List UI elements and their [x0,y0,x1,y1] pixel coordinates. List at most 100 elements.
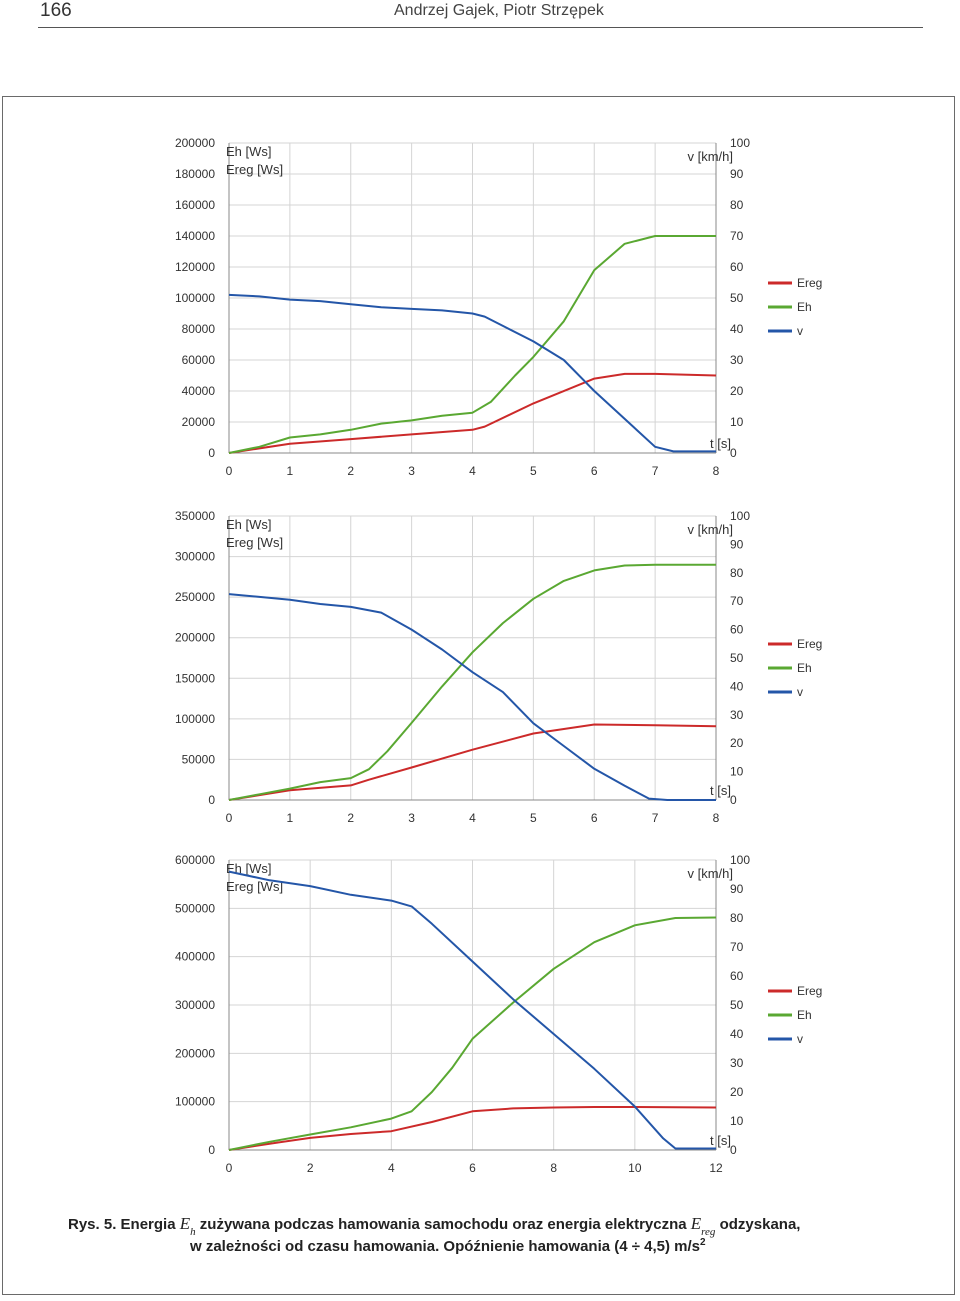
chart2-right-tick-label: 10 [730,765,744,779]
chart1-right-tick-label: 30 [730,353,744,367]
chart3-legend-label-eh: Eh [797,1008,812,1022]
chart2-right-axis-label: v [km/h] [687,522,733,537]
caption-suffix: odzyskana, [715,1216,801,1233]
chart2-left-axis-label-ereg: Ereg [Ws] [226,535,283,550]
chart1-x-tick-label: 2 [347,464,354,478]
chart1-left-axis-label-eh: Eh [Ws] [226,144,272,159]
chart1-x-tick-label: 0 [226,464,233,478]
chart3-series-line-eh [228,916,717,1151]
chart1-right-tick-label: 80 [730,198,744,212]
chart2-right-tick-label: 60 [730,623,744,637]
chart3-left-tick-label: 600000 [175,853,215,867]
chart1-left-tick-label: 180000 [175,167,215,181]
chart2-right-tick-label: 40 [730,679,744,693]
chart1-left-tick-label: 60000 [182,353,216,367]
chart3-right-tick-label: 40 [730,1027,744,1041]
chart3-x-tick-label: 4 [388,1161,395,1175]
chart1-right-tick-label: 60 [730,260,744,274]
chart3-right-tick-label: 100 [730,853,750,867]
caption-prefix: Rys. 5. Energia [68,1216,180,1233]
chart3-right-tick-label: 90 [730,882,744,896]
chart2-left-tick-label: 50000 [182,752,216,766]
chart2-x-tick-label: 0 [226,811,233,825]
chart1-series-line-ereg [228,372,717,454]
chart2-right-tick-label: 100 [730,509,750,523]
figure-caption-line-2: w zależności od czasu hamowania. Opóźnie… [190,1237,960,1255]
chart2-right-tick-label: 90 [730,537,744,551]
chart2-x-axis-label: t [s] [710,783,731,798]
chart3-right-tick-label: 80 [730,911,744,925]
chart3-right-tick-label: 30 [730,1056,744,1070]
chart3-right-tick-label: 60 [730,969,744,983]
chart1-left-tick-label: 120000 [175,260,215,274]
chart2-right-tick-label: 0 [730,793,737,807]
chart3-left-tick-label: 200000 [175,1046,215,1060]
chart1-left-tick-label: 160000 [175,198,215,212]
chart1-x-tick-label: 3 [408,464,415,478]
chart1-right-tick-label: 10 [730,415,744,429]
chart2-right-tick-label: 20 [730,736,744,750]
chart1-left-tick-label: 100000 [175,291,215,305]
caption-line2-text: w zależności od czasu hamowania. Opóźnie… [190,1238,701,1255]
chart3-x-tick-label: 12 [709,1161,723,1175]
chart3-legend-label-ereg: Ereg [797,984,822,998]
chart3-left-axis-label-eh: Eh [Ws] [226,861,272,876]
chart3-legend-label-v: v [797,1032,803,1046]
chart1-right-tick-label: 100 [730,136,750,150]
chart1-right-tick-label: 70 [730,229,744,243]
chart3-series-line-ereg [228,1106,717,1151]
chart3-right-tick-label: 10 [730,1114,744,1128]
chart1-x-tick-label: 7 [652,464,659,478]
chart2-left-tick-label: 200000 [175,631,215,645]
chart3-left-tick-label: 300000 [175,998,215,1012]
chart2-right-tick-label: 70 [730,594,744,608]
chart2-x-tick-label: 4 [469,811,476,825]
chart2-legend-label-ereg: Ereg [797,637,822,651]
chart1-legend-label-v: v [797,324,803,338]
chart1-legend-label-ereg: Ereg [797,276,822,290]
chart3-right-tick-label: 50 [730,998,744,1012]
chart3-x-tick-label: 8 [550,1161,557,1175]
chart3-left-tick-label: 100000 [175,1095,215,1109]
chart2-left-axis-label-eh: Eh [Ws] [226,517,272,532]
chart3-x-tick-label: 6 [469,1161,476,1175]
chart3-left-tick-label: 400000 [175,950,215,964]
chart2-series-line-ereg [228,723,717,801]
chart1-left-tick-label: 0 [208,446,215,460]
chart3-x-tick-label: 0 [226,1161,233,1175]
chart2-series-line-eh [228,563,716,801]
chart1-right-tick-label: 20 [730,384,744,398]
chart1-right-tick-label: 50 [730,291,744,305]
chart3-right-tick-label: 70 [730,940,744,954]
chart2-left-tick-label: 350000 [175,509,215,523]
caption-symbol-ereg-sub: reg [701,1226,716,1238]
chart2-x-tick-label: 7 [652,811,659,825]
chart3-left-tick-label: 500000 [175,901,215,915]
running-header-authors: Andrzej Gajek, Piotr Strzępek [394,2,604,19]
chart3-left-axis-label-ereg: Ereg [Ws] [226,879,283,894]
chart2-left-tick-label: 250000 [175,590,215,604]
chart1-right-tick-label: 90 [730,167,744,181]
figure-frame [2,96,955,1295]
chart1-legend-label-eh: Eh [797,300,812,314]
chart1-x-axis-label: t [s] [710,436,731,451]
chart1-left-tick-label: 20000 [182,415,216,429]
chart2-legend-label-eh: Eh [797,661,812,675]
chart1-x-tick-label: 8 [713,464,720,478]
chart2-x-tick-label: 6 [591,811,598,825]
chart2-left-tick-label: 0 [208,793,215,807]
chart3-right-tick-label: 20 [730,1085,744,1099]
caption-middle: zużywana podczas hamowania samochodu ora… [195,1216,691,1233]
chart2-left-tick-label: 300000 [175,550,215,564]
chart2-x-tick-label: 2 [347,811,354,825]
chart2-left-tick-label: 150000 [175,671,215,685]
caption-symbol-eh-sub: h [190,1226,196,1238]
chart1-x-tick-label: 1 [287,464,294,478]
chart2-series-line-v [228,593,716,801]
caption-line2-superscript: 2 [700,1237,706,1248]
page-number: 166 [40,0,72,21]
chart3-left-tick-label: 0 [208,1143,215,1157]
chart2-x-tick-label: 5 [530,811,537,825]
chart2-x-tick-label: 8 [713,811,720,825]
